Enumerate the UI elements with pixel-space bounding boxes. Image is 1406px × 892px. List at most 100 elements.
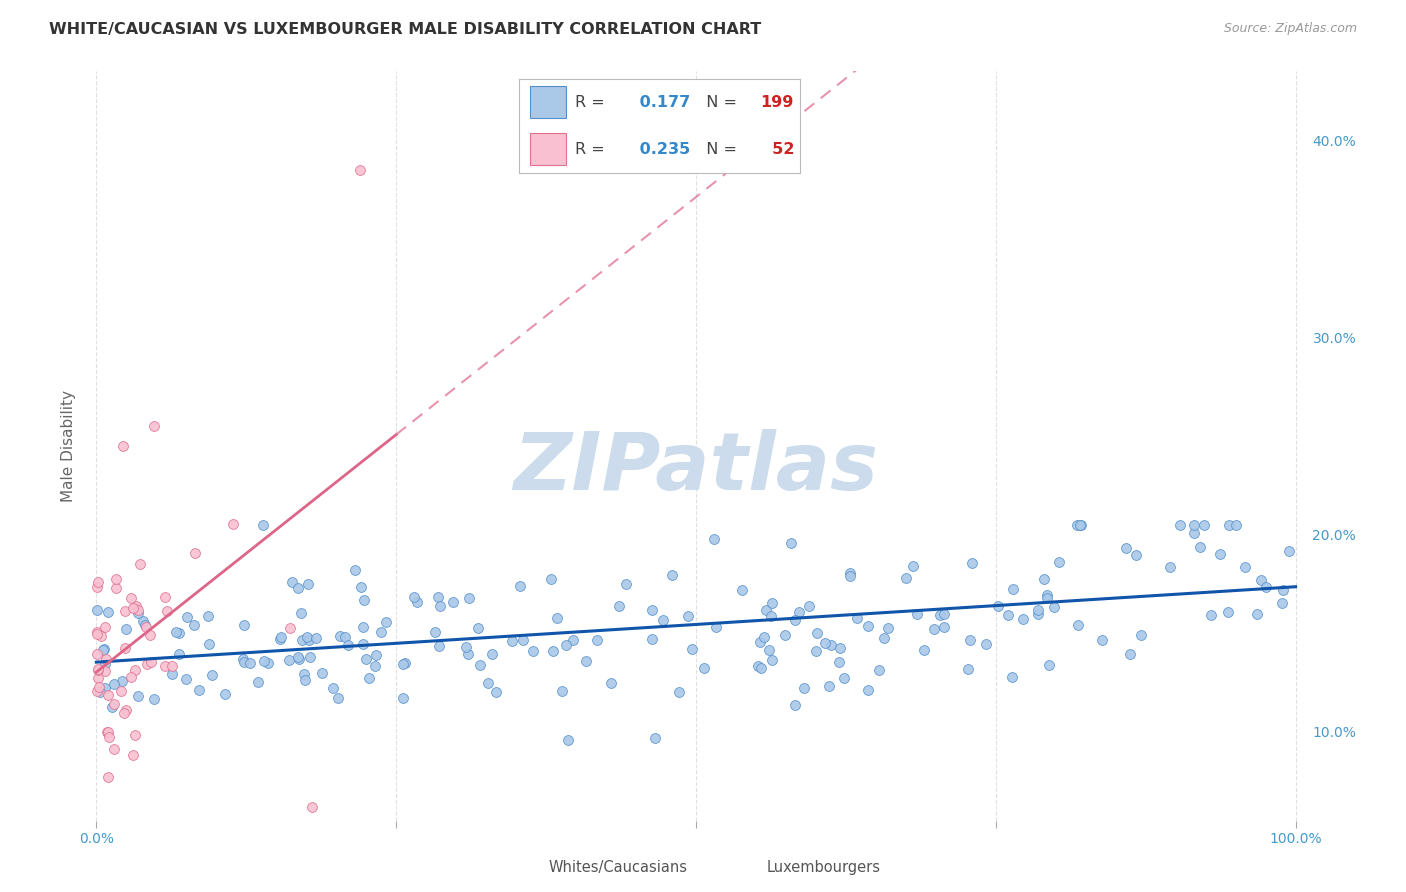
Point: [1070, 517, 1092, 532]
Point: [167, 625, 190, 640]
Point: [96, 652, 118, 666]
Point: [873, 631, 896, 645]
Point: [86, 625, 108, 640]
Point: [1168, 517, 1191, 532]
Point: [641, 632, 664, 646]
Point: [103, 677, 125, 691]
Point: [959, 632, 981, 647]
Point: [114, 640, 136, 655]
Point: [364, 658, 387, 673]
Point: [780, 536, 803, 550]
Point: [748, 635, 770, 649]
Point: [1091, 633, 1114, 648]
Point: [404, 591, 426, 605]
Point: [278, 653, 301, 667]
Point: [269, 632, 291, 647]
Point: [799, 599, 821, 613]
Point: [557, 733, 579, 747]
Point: [222, 516, 245, 531]
Point: [270, 630, 292, 644]
Point: [188, 682, 211, 697]
Point: [787, 605, 810, 619]
Point: [429, 599, 451, 614]
Point: [541, 644, 564, 658]
Point: [987, 599, 1010, 613]
Point: [555, 638, 578, 652]
Point: [1069, 517, 1091, 532]
Point: [668, 684, 690, 698]
Point: [394, 656, 416, 670]
Point: [477, 676, 499, 690]
Point: [288, 652, 311, 666]
Point: [183, 618, 205, 632]
Point: [551, 684, 574, 698]
Point: [246, 675, 269, 690]
Point: [350, 580, 373, 594]
Point: [512, 632, 534, 647]
Point: [127, 689, 149, 703]
Point: [1216, 605, 1239, 619]
Point: [1234, 560, 1257, 574]
Point: [1218, 517, 1240, 532]
Point: [676, 609, 699, 624]
Point: [86, 602, 108, 616]
Point: [253, 654, 276, 668]
Point: [1043, 600, 1066, 615]
Point: [299, 650, 322, 665]
Point: [294, 667, 316, 681]
Point: [232, 652, 254, 666]
Text: WHITE/CAUCASIAN VS LUXEMBOURGER MALE DISABILITY CORRELATION CHART: WHITE/CAUCASIAN VS LUXEMBOURGER MALE DIS…: [49, 22, 762, 37]
Point: [134, 617, 156, 632]
Point: [1036, 589, 1059, 603]
Point: [353, 592, 375, 607]
Point: [101, 699, 124, 714]
Point: [105, 581, 128, 595]
Point: [239, 657, 262, 671]
Point: [86, 684, 108, 698]
Point: [928, 608, 950, 623]
Point: [458, 591, 481, 606]
Point: [298, 632, 321, 647]
Y-axis label: Male Disability: Male Disability: [60, 390, 76, 502]
Point: [97, 605, 120, 619]
Point: [1115, 541, 1137, 556]
Point: [1278, 544, 1301, 558]
Point: [785, 613, 807, 627]
Point: [201, 667, 224, 681]
Point: [704, 620, 727, 634]
Point: [856, 683, 879, 698]
Point: [139, 628, 162, 642]
Point: [1188, 541, 1211, 555]
Point: [1002, 582, 1025, 597]
Point: [747, 659, 769, 673]
Point: [468, 657, 491, 672]
Point: [294, 673, 316, 687]
Point: [86, 627, 108, 641]
Text: Luxembourgers: Luxembourgers: [766, 860, 880, 874]
Point: [1159, 560, 1181, 574]
Point: [370, 625, 392, 640]
Point: [1066, 517, 1088, 532]
Point: [1125, 548, 1147, 562]
Point: [127, 603, 149, 617]
Point: [301, 800, 323, 814]
Point: [232, 618, 254, 632]
Point: [305, 632, 328, 646]
Point: [87, 663, 110, 677]
Point: [91, 642, 114, 657]
Point: [761, 653, 783, 667]
Point: [804, 643, 827, 657]
Point: [1225, 517, 1247, 532]
Point: [322, 681, 344, 695]
Point: [785, 698, 807, 712]
Point: [1026, 603, 1049, 617]
Point: [349, 163, 371, 178]
Point: [105, 572, 128, 586]
Point: [111, 674, 134, 689]
Point: [354, 651, 377, 665]
Point: [86, 581, 108, 595]
Point: [540, 572, 562, 586]
Point: [252, 517, 274, 532]
Point: [124, 599, 146, 614]
Point: [344, 563, 367, 577]
